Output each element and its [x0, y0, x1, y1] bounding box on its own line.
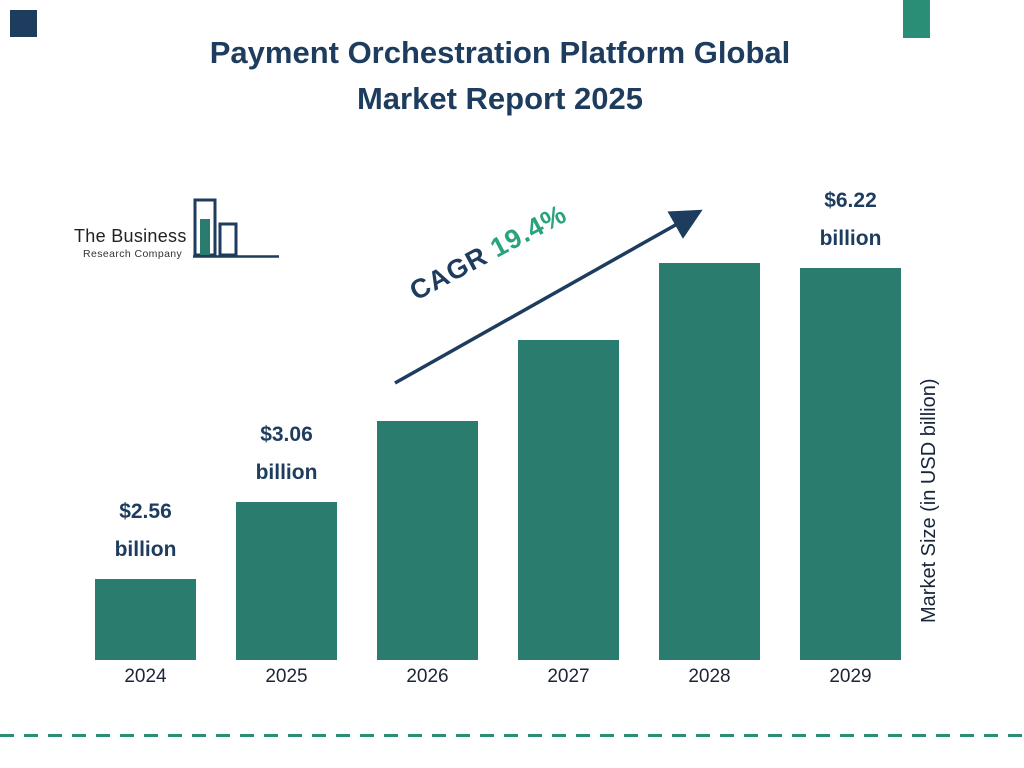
- page-title: Payment Orchestration Platform Global Ma…: [0, 30, 1000, 122]
- bar-2024: [95, 578, 196, 660]
- logo-text-line2: Research Company: [83, 248, 183, 260]
- y-axis-title: Market Size (in USD billion): [918, 378, 940, 624]
- bar-value-amount: $6.22: [824, 189, 877, 212]
- trend-arrow-icon: [394, 209, 703, 385]
- page-title-line1: Payment Orchestration Platform Global: [209, 35, 791, 70]
- bar-chart: $2.56 billion $3.06 billion $6.22 billion: [95, 182, 901, 660]
- bar-value-label-2025: $3.06 billion: [256, 416, 318, 492]
- bar-column-2027: [518, 182, 619, 660]
- x-axis: 2024 2025 2026 2027 2028 2029: [95, 666, 901, 688]
- bar-column-2028: [659, 182, 760, 660]
- page-title-line2: Market Report 2025: [356, 81, 643, 116]
- bar-column-2029: $6.22 billion: [800, 182, 901, 660]
- bar-2028: [659, 263, 760, 660]
- bar-value-unit: billion: [255, 461, 318, 485]
- x-axis-label-2027: 2027: [547, 666, 590, 687]
- bar-chart-logo-icon: [192, 198, 279, 258]
- bar-2026: [377, 421, 478, 660]
- x-axis-label-2024: 2024: [124, 666, 167, 687]
- x-axis-label-2028: 2028: [688, 666, 731, 687]
- corner-accent-top-left: [10, 10, 37, 37]
- bar-column-2026: [377, 182, 478, 660]
- bar-2029: [800, 268, 901, 660]
- company-logo: The Business Research Company: [74, 198, 281, 260]
- x-axis-label-2029: 2029: [829, 666, 872, 687]
- bottom-dashed-divider: [0, 734, 1024, 737]
- bar-column-2025: $3.06 billion: [236, 182, 337, 660]
- corner-accent-top-right: [903, 0, 930, 38]
- logo-text: The Business Research Company: [74, 226, 187, 260]
- bar-value-amount: $2.56: [119, 499, 172, 523]
- bar-2025: [236, 502, 337, 660]
- x-axis-label-2026: 2026: [406, 666, 449, 687]
- bar-2027: [518, 339, 619, 660]
- bar-value-unit: billion: [114, 537, 177, 561]
- bar-value-label-2024: $2.56 billion: [115, 493, 177, 569]
- bar-column-2024: $2.56 billion: [95, 182, 196, 660]
- bar-value-label-2029: $6.22 billion: [820, 182, 882, 258]
- x-axis-label-2025: 2025: [265, 666, 308, 687]
- logo-text-line1: The Business: [74, 226, 187, 246]
- bar-value-amount: $3.06: [260, 423, 313, 447]
- bar-value-unit: billion: [819, 227, 882, 250]
